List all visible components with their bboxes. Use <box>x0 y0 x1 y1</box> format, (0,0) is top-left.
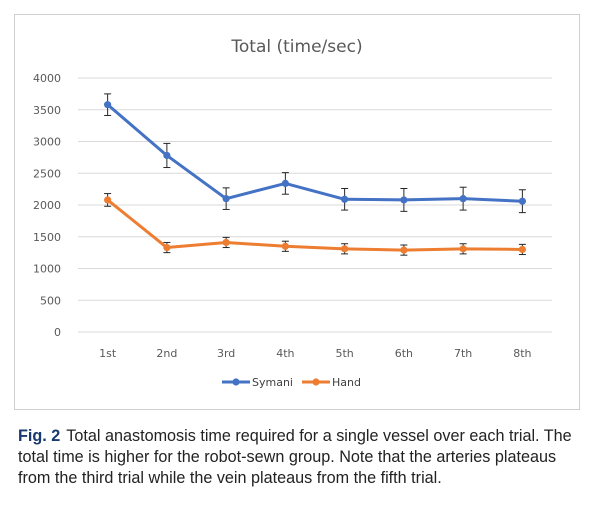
y-tick-label: 2500 <box>33 167 61 180</box>
symani-data-point <box>518 197 526 205</box>
hand-data-point <box>104 196 112 204</box>
symani-data-point <box>400 196 408 204</box>
hand-data-point <box>341 245 349 253</box>
hand-data-point <box>400 246 408 254</box>
x-tick-label: 1st <box>99 347 117 360</box>
symani-data-point <box>222 195 230 203</box>
y-axis: 0 500 1000 1500 2000 2500 3000 3500 4000 <box>33 72 61 339</box>
symani-series-line <box>106 103 523 203</box>
y-tick-label: 3000 <box>33 136 61 149</box>
symani-data-point <box>163 151 171 160</box>
y-tick-label: 2000 <box>33 199 61 212</box>
line-chart: Total (time/sec) 0 500 1000 1500 2000 2500 300… <box>33 37 552 389</box>
caption-text: Total anastomosis time required for a si… <box>18 427 572 487</box>
y-tick-label: 0 <box>54 326 61 339</box>
symani-data-point <box>341 195 349 203</box>
hand-legend-marker <box>312 378 320 386</box>
grid-lines <box>78 77 552 333</box>
symani-data-point <box>281 179 289 188</box>
chart-title: Total (time/sec) <box>230 37 362 57</box>
x-tick-label: 8th <box>513 347 531 360</box>
x-axis: 1st 2nd 3rd 4th 5th 6th 7th 8th <box>99 347 531 360</box>
x-tick-label: 6th <box>395 347 413 360</box>
x-tick-label: 5th <box>335 347 353 360</box>
hand-data-point <box>518 245 526 254</box>
hand-legend-label: Hand <box>332 376 361 389</box>
x-tick-label: 4th <box>276 347 294 360</box>
legend: Symani Hand <box>222 376 361 389</box>
x-tick-label: 2nd <box>156 347 177 360</box>
symani-legend-label: Symani <box>252 376 293 389</box>
hand-data-point <box>163 243 171 252</box>
chart-frame <box>14 14 580 410</box>
hand-data-point <box>459 245 467 253</box>
plot-area <box>104 93 526 256</box>
y-tick-label: 1000 <box>33 263 61 276</box>
x-tick-label: 7th <box>454 347 472 360</box>
hand-data-point <box>281 242 289 250</box>
symani-legend-marker <box>232 378 240 386</box>
x-tick-label: 3rd <box>217 347 235 360</box>
y-tick-label: 500 <box>40 294 61 307</box>
hand-series-line <box>106 198 523 252</box>
figure-label: Fig. 2 <box>18 427 61 445</box>
y-tick-label: 1500 <box>33 231 61 244</box>
hand-data-point <box>222 238 230 247</box>
figure-caption: Fig. 2 Total anastomosis time required fo… <box>18 426 580 489</box>
symani-data-point <box>459 195 467 203</box>
y-tick-label: 4000 <box>33 72 61 85</box>
y-tick-label: 3500 <box>33 104 61 117</box>
symani-data-point <box>104 101 112 109</box>
